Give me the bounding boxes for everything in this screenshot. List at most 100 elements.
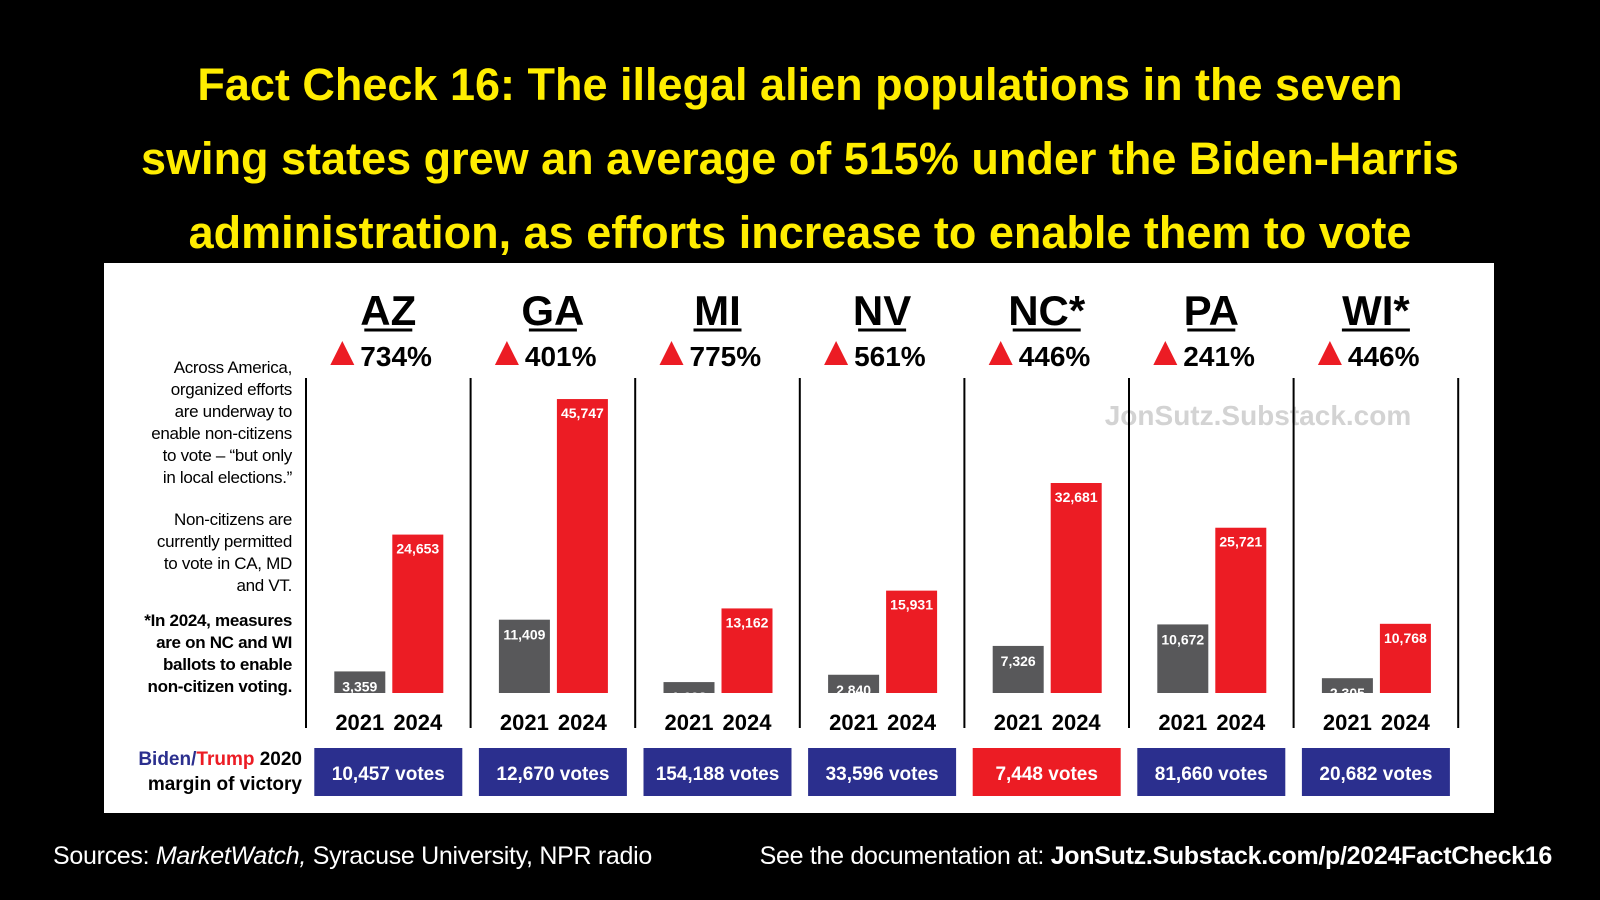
trump-label: Trump bbox=[196, 749, 255, 770]
year-label-2021: 2021 bbox=[665, 710, 714, 735]
bar-2021-nv bbox=[828, 674, 880, 693]
state-label-nc: NC* bbox=[1008, 287, 1086, 334]
value-label-2024-az: 24,653 bbox=[396, 541, 439, 557]
growth-up-triangle-icon bbox=[659, 341, 684, 365]
year-label-2024: 2024 bbox=[393, 710, 443, 735]
year-label-2024: 2024 bbox=[1216, 710, 1266, 735]
note-line: *In 2024, measures bbox=[144, 611, 292, 630]
growth-up-triangle-icon bbox=[988, 341, 1013, 365]
year-label-2021: 2021 bbox=[1158, 710, 1207, 735]
growth-up-triangle-icon bbox=[1153, 341, 1178, 365]
bar-2024-nv bbox=[886, 590, 938, 693]
bar-2021-nc bbox=[992, 645, 1044, 693]
margin-label-line-2: margin of victory bbox=[147, 774, 302, 795]
headline-line-2: swing states grew an average of 515% und… bbox=[141, 133, 1459, 184]
growth-up-triangle-icon bbox=[330, 341, 355, 365]
note-line: ballots to enable bbox=[162, 655, 292, 674]
margin-box-ga bbox=[478, 748, 627, 796]
bar-2024-wi bbox=[1379, 623, 1431, 693]
value-label-2021-az: 3,359 bbox=[342, 678, 377, 694]
growth-percent-nc: 446% bbox=[1019, 341, 1091, 372]
year-label-2024: 2024 bbox=[558, 710, 608, 735]
growth-percent-pa: 241% bbox=[1183, 341, 1255, 372]
note-line: in local elections.” bbox=[162, 468, 292, 487]
headline-line-3: administration, as efforts increase to e… bbox=[188, 207, 1412, 258]
chart-marks: AZ 734% 3,359 24,653 2021 2024 10,457 votes GA 4… bbox=[305, 287, 1460, 796]
year-label-2021: 2021 bbox=[500, 710, 549, 735]
note-line: enable non-citizens bbox=[151, 424, 292, 443]
sources: Sources: MarketWatch, Syracuse Universit… bbox=[53, 842, 652, 871]
value-label-2024-mi: 13,162 bbox=[726, 614, 769, 630]
margin-label-nv: 33,596 votes bbox=[826, 764, 939, 785]
bar-2021-az bbox=[334, 671, 386, 693]
margin-box-nc bbox=[972, 748, 1121, 796]
margin-label-mi: 154,188 votes bbox=[656, 764, 780, 785]
state-label-nv: NV bbox=[853, 287, 911, 334]
documentation-url[interactable]: JonSutz.Substack.com/p/2024FactCheck16 bbox=[1050, 842, 1553, 870]
note-line: Non-citizens are bbox=[173, 510, 292, 529]
note-line: and VT. bbox=[236, 576, 292, 595]
growth-percent-wi: 446% bbox=[1348, 341, 1420, 372]
value-label-2024-pa: 25,721 bbox=[1219, 534, 1262, 550]
note-line: to vote – “but only bbox=[162, 446, 293, 465]
note-line: non-citizen voting. bbox=[147, 677, 293, 696]
growth-percent-az: 734% bbox=[360, 341, 432, 372]
note-non-citizens-permitted: Non-citizens are currently permitted to … bbox=[112, 509, 292, 597]
watermark: JonSutz.Substack.com bbox=[1105, 400, 1412, 431]
margin-label-nc: 7,448 votes bbox=[995, 764, 1097, 785]
growth-up-triangle-icon bbox=[1317, 341, 1342, 365]
margin-box-wi bbox=[1301, 748, 1450, 796]
year-label-2021: 2021 bbox=[1323, 710, 1372, 735]
margin-label-pa: 81,660 votes bbox=[1155, 764, 1268, 785]
value-label-2021-nc: 7,326 bbox=[1001, 653, 1036, 669]
bar-2024-ga bbox=[556, 399, 608, 693]
margin-box-pa bbox=[1137, 748, 1286, 796]
bar-2024-az bbox=[392, 534, 444, 693]
slash-label: / bbox=[191, 749, 197, 770]
note-line: are on NC and WI bbox=[156, 633, 292, 652]
bar-2021-pa bbox=[1157, 624, 1209, 693]
sources-marketwatch: MarketWatch, bbox=[155, 842, 307, 870]
value-label-2024-wi: 10,768 bbox=[1384, 630, 1427, 646]
margin-label-ga: 12,670 votes bbox=[496, 764, 609, 785]
bar-2024-pa bbox=[1215, 527, 1267, 693]
growth-percent-ga: 401% bbox=[525, 341, 597, 372]
headline: Fact Check 16: The illegal alien populat… bbox=[40, 48, 1560, 270]
growth-percent-nv: 561% bbox=[854, 341, 926, 372]
year-label-2021: 2021 bbox=[994, 710, 1043, 735]
bar-2021-wi bbox=[1321, 678, 1373, 693]
year-label-2024: 2024 bbox=[1381, 710, 1431, 735]
margin-label-az: 10,457 votes bbox=[332, 764, 445, 785]
growth-percent-mi: 775% bbox=[690, 341, 762, 372]
state-label-ga: GA bbox=[521, 287, 584, 334]
note-line: are underway to bbox=[174, 402, 293, 421]
sources-rest: Syracuse University, NPR radio bbox=[306, 842, 653, 870]
value-label-2024-nc: 32,681 bbox=[1055, 489, 1098, 505]
growth-up-triangle-icon bbox=[824, 341, 849, 365]
margin-box-nv bbox=[808, 748, 957, 796]
year-label-2024: 2024 bbox=[1052, 710, 1102, 735]
note-line: to vote in CA, MD bbox=[163, 554, 292, 573]
growth-up-triangle-icon bbox=[494, 341, 519, 365]
bar-2021-mi bbox=[663, 682, 715, 693]
value-label-2021-pa: 10,672 bbox=[1161, 631, 1204, 647]
state-label-az: AZ bbox=[360, 287, 416, 334]
value-label-2021-mi: 1,698 bbox=[671, 689, 706, 705]
documentation: See the documentation at: JonSutz.Substa… bbox=[760, 842, 1553, 871]
note-ballot-measures: *In 2024, measures are on NC and WI ball… bbox=[112, 610, 292, 698]
margin-of-victory-label: Biden/Trump 2020 margin of victory bbox=[112, 747, 302, 797]
margin-box-mi bbox=[643, 748, 792, 796]
year-label: 2020 bbox=[254, 749, 302, 770]
note-organized-efforts: Across America, organized efforts are un… bbox=[112, 357, 292, 489]
sources-prefix: Sources: bbox=[53, 842, 156, 870]
value-label-2021-nv: 2,840 bbox=[836, 682, 871, 698]
year-label-2021: 2021 bbox=[829, 710, 878, 735]
bar-2024-mi bbox=[721, 608, 773, 693]
note-line: currently permitted bbox=[156, 532, 292, 551]
value-label-2021-ga: 11,409 bbox=[503, 627, 545, 643]
year-label-2024: 2024 bbox=[723, 710, 773, 735]
bar-2024-nc bbox=[1050, 483, 1102, 693]
bar-2021-ga bbox=[498, 619, 550, 693]
headline-line-1: Fact Check 16: The illegal alien populat… bbox=[197, 59, 1403, 110]
